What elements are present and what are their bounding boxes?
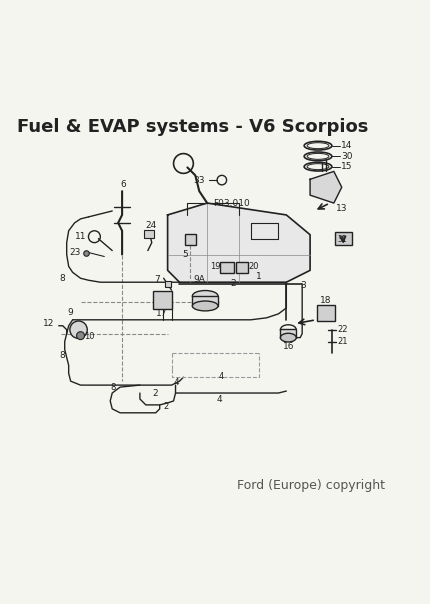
Text: 11: 11 xyxy=(75,232,86,241)
Text: 15: 15 xyxy=(341,162,353,171)
Circle shape xyxy=(70,321,87,338)
FancyBboxPatch shape xyxy=(335,232,353,245)
Text: 19: 19 xyxy=(210,262,220,271)
Text: 1: 1 xyxy=(256,272,261,281)
Text: 6: 6 xyxy=(120,180,126,189)
Ellipse shape xyxy=(280,333,296,342)
Text: 2: 2 xyxy=(152,388,158,397)
Text: 24: 24 xyxy=(145,221,156,230)
Bar xyxy=(192,296,218,306)
Text: 13: 13 xyxy=(336,205,347,213)
FancyBboxPatch shape xyxy=(144,230,154,239)
FancyBboxPatch shape xyxy=(236,262,248,273)
Text: 8: 8 xyxy=(59,351,64,360)
FancyBboxPatch shape xyxy=(184,234,196,245)
Polygon shape xyxy=(168,203,310,282)
Text: 30: 30 xyxy=(341,152,353,161)
FancyBboxPatch shape xyxy=(220,262,233,273)
FancyBboxPatch shape xyxy=(317,305,335,321)
Text: 21: 21 xyxy=(337,337,347,346)
Text: 16: 16 xyxy=(283,342,294,352)
Text: 33: 33 xyxy=(194,176,205,185)
Text: 8: 8 xyxy=(59,274,64,283)
Text: 17: 17 xyxy=(156,309,167,318)
Text: 31: 31 xyxy=(337,235,347,244)
Text: 7: 7 xyxy=(154,275,160,283)
Ellipse shape xyxy=(192,291,218,301)
Text: 10: 10 xyxy=(85,332,95,341)
Text: Ford (Europe) copyright: Ford (Europe) copyright xyxy=(237,479,385,492)
Ellipse shape xyxy=(192,301,218,311)
Text: Fuel & EVAP systems - V6 Scorpios: Fuel & EVAP systems - V6 Scorpios xyxy=(17,118,369,136)
Text: F03.010: F03.010 xyxy=(213,199,250,208)
FancyBboxPatch shape xyxy=(153,291,172,309)
Text: 5: 5 xyxy=(183,250,188,259)
Text: 23: 23 xyxy=(69,248,80,257)
Polygon shape xyxy=(310,172,342,203)
Text: 9: 9 xyxy=(68,308,74,317)
Text: 2: 2 xyxy=(230,279,236,288)
Text: 20: 20 xyxy=(249,262,259,271)
Bar xyxy=(280,329,296,338)
Circle shape xyxy=(77,332,85,339)
Text: 14: 14 xyxy=(341,141,352,150)
Text: 18: 18 xyxy=(320,296,332,305)
Text: 22: 22 xyxy=(337,325,347,334)
Text: 3: 3 xyxy=(300,281,306,290)
Text: 9A: 9A xyxy=(194,275,205,284)
Text: 4: 4 xyxy=(174,378,179,387)
Text: 4: 4 xyxy=(219,372,224,381)
Text: 8: 8 xyxy=(111,382,116,391)
Text: 4: 4 xyxy=(216,395,222,404)
Text: 2: 2 xyxy=(164,402,169,411)
Text: 12: 12 xyxy=(43,320,55,328)
